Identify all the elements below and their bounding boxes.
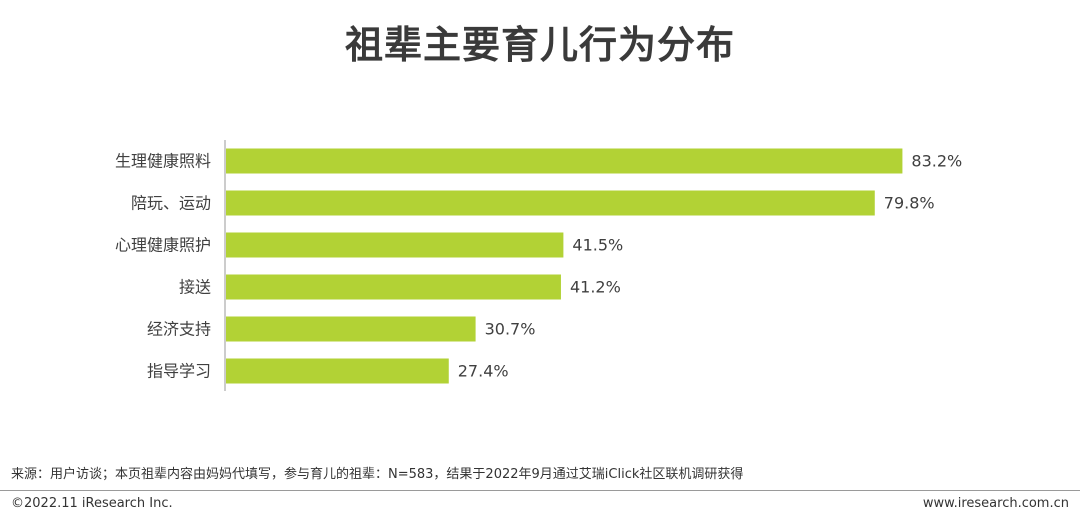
category-label-4: 经济支持: [147, 320, 211, 339]
value-label-5: 27.4%: [458, 362, 509, 381]
bar-3: [226, 274, 561, 300]
category-label-5: 指导学习: [147, 362, 211, 381]
copyright-text: ©2022.11 iResearch Inc.: [11, 496, 173, 511]
value-label-2: 41.5%: [572, 236, 623, 255]
category-label-1: 陪玩、运动: [131, 194, 211, 213]
value-label-4: 30.7%: [485, 320, 536, 339]
bar-4: [226, 316, 476, 342]
value-label-0: 83.2%: [911, 152, 962, 171]
bar-1: [226, 190, 875, 216]
bar-0: [226, 148, 903, 174]
source-note: 来源：用户访谈；本页祖辈内容由妈妈代填写，参与育儿的祖辈：N=583，结果于20…: [11, 467, 744, 482]
value-label-3: 41.2%: [570, 278, 621, 297]
bar-2: [226, 232, 564, 258]
category-label-3: 接送: [179, 278, 211, 297]
website-text: www.iresearch.com.cn: [922, 496, 1069, 511]
value-label-1: 79.8%: [884, 194, 935, 213]
category-label-2: 心理健康照护: [115, 236, 211, 255]
footer-divider: [0, 490, 1080, 491]
category-label-0: 生理健康照料: [115, 152, 211, 171]
bar-5: [226, 358, 449, 384]
chart-title: 祖辈主要育儿行为分布: [344, 23, 735, 67]
